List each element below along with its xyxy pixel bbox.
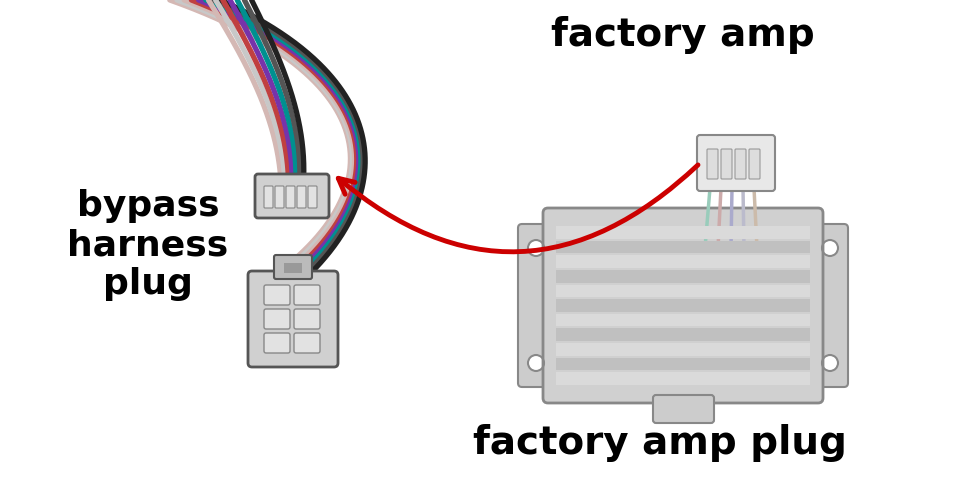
FancyBboxPatch shape <box>706 149 717 179</box>
FancyBboxPatch shape <box>264 333 290 353</box>
FancyBboxPatch shape <box>720 149 731 179</box>
Bar <box>556 372 809 385</box>
FancyBboxPatch shape <box>697 135 774 191</box>
FancyBboxPatch shape <box>735 149 745 179</box>
Bar <box>556 299 809 312</box>
FancyBboxPatch shape <box>297 186 306 208</box>
FancyBboxPatch shape <box>542 208 823 403</box>
Bar <box>556 270 809 283</box>
FancyBboxPatch shape <box>653 395 713 423</box>
Bar <box>556 285 809 297</box>
Circle shape <box>821 240 837 256</box>
Bar <box>556 256 809 268</box>
Text: factory amp plug: factory amp plug <box>473 424 846 462</box>
FancyBboxPatch shape <box>811 224 847 387</box>
FancyBboxPatch shape <box>275 186 283 208</box>
FancyBboxPatch shape <box>308 186 317 208</box>
FancyBboxPatch shape <box>274 255 312 279</box>
Text: factory amp: factory amp <box>551 16 814 54</box>
Bar <box>556 328 809 341</box>
FancyBboxPatch shape <box>294 285 319 305</box>
Circle shape <box>528 355 543 371</box>
FancyBboxPatch shape <box>294 333 319 353</box>
FancyBboxPatch shape <box>264 186 273 208</box>
Bar <box>556 358 809 370</box>
Circle shape <box>821 355 837 371</box>
FancyBboxPatch shape <box>285 186 295 208</box>
Bar <box>283 263 302 273</box>
Bar <box>556 240 809 254</box>
FancyBboxPatch shape <box>518 224 553 387</box>
FancyBboxPatch shape <box>264 285 290 305</box>
Text: bypass
harness
plug: bypass harness plug <box>67 189 229 301</box>
FancyBboxPatch shape <box>248 271 338 367</box>
Circle shape <box>528 240 543 256</box>
Bar <box>556 314 809 326</box>
FancyBboxPatch shape <box>748 149 759 179</box>
FancyBboxPatch shape <box>255 174 328 218</box>
Bar <box>556 343 809 356</box>
Bar <box>556 226 809 238</box>
FancyBboxPatch shape <box>294 309 319 329</box>
FancyBboxPatch shape <box>264 309 290 329</box>
